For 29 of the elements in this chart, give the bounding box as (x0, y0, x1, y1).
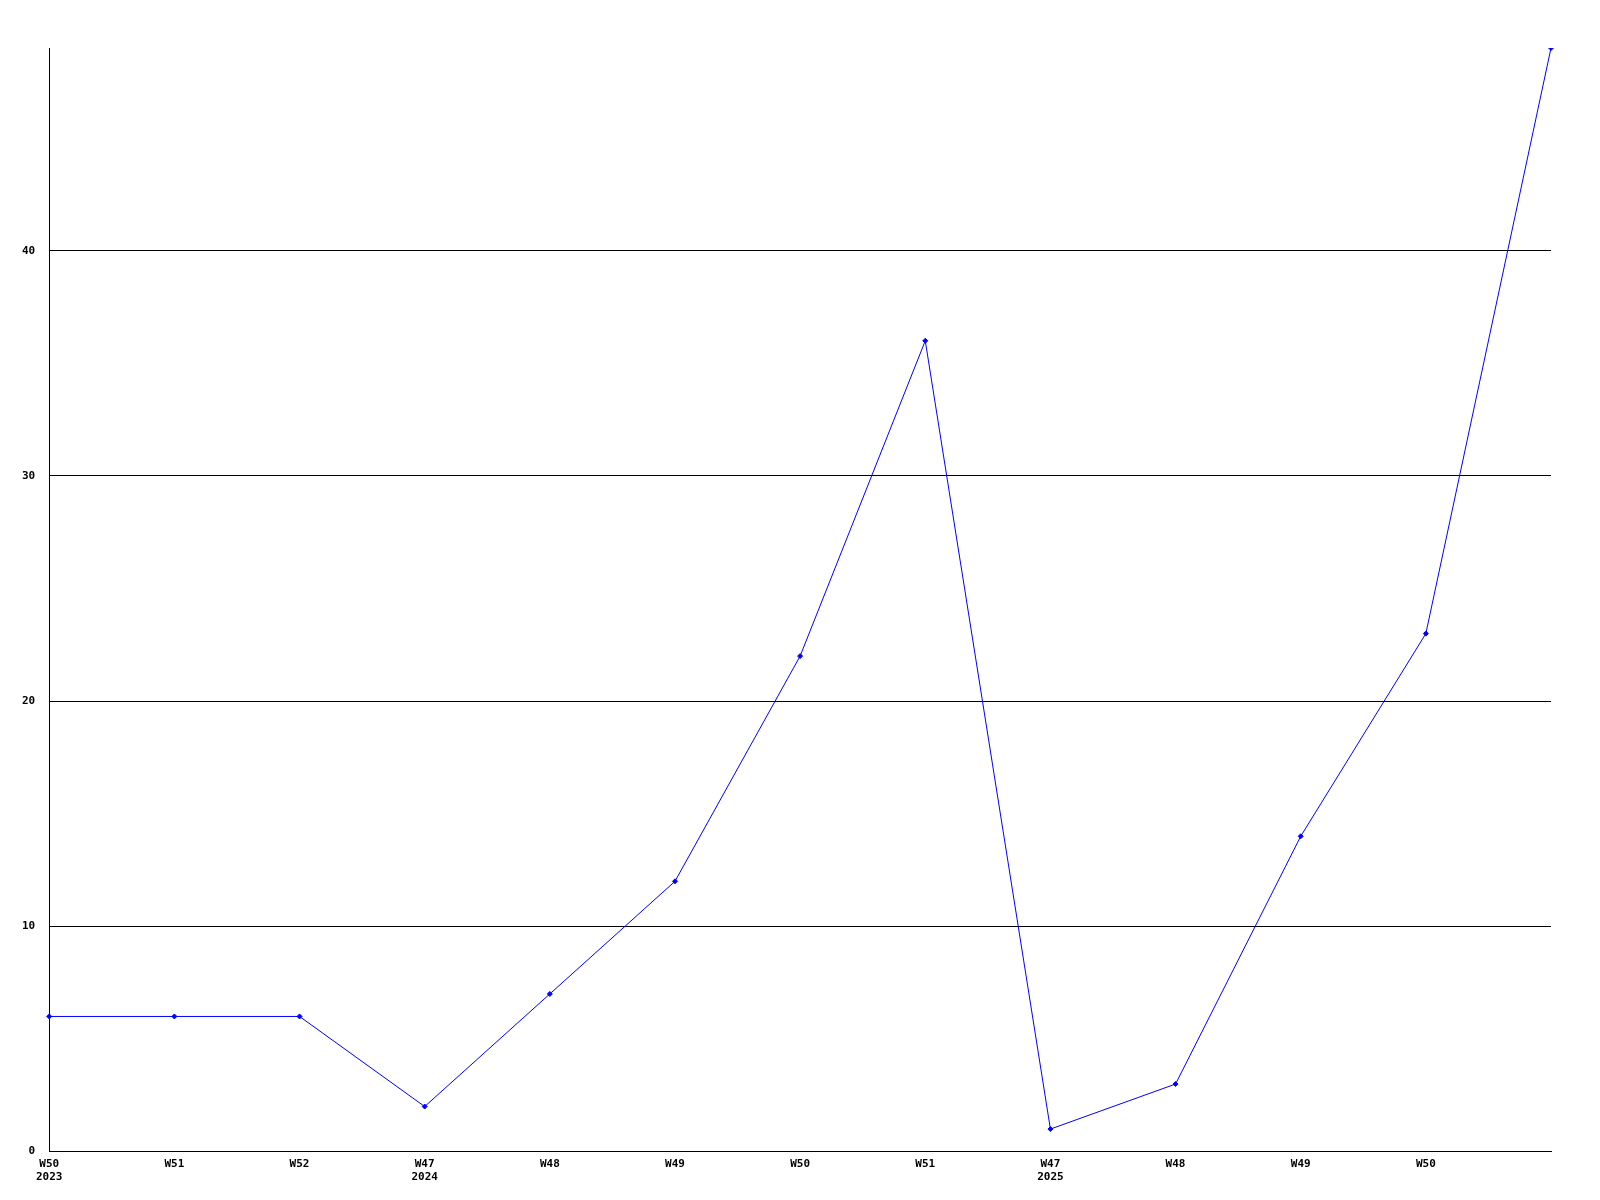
x-tick-label: W50 2023 (36, 1157, 63, 1184)
point (296, 1013, 303, 1020)
point (922, 337, 929, 344)
point (1047, 1126, 1054, 1133)
x-tick-label: W49 (1290, 1157, 1311, 1171)
point (421, 1103, 428, 1110)
x-tick-label: W50 (1415, 1157, 1436, 1171)
x-tick-label: W49 (665, 1157, 685, 1171)
x-tick-label: W48 (539, 1157, 560, 1171)
point (171, 1013, 178, 1020)
x-tick-label: W47 2025 (1037, 1157, 1064, 1184)
x-tick-label: W52 (289, 1157, 310, 1171)
y-tick-label: 20 (22, 694, 36, 708)
x-tick-label: W51 (915, 1157, 936, 1171)
x-tick-label: W47 2024 (411, 1157, 439, 1184)
y-tick-label: 40 (22, 243, 36, 257)
point (797, 653, 804, 660)
point (1422, 630, 1429, 637)
x-tick-label: W50 (790, 1157, 811, 1171)
x-tick-label: W48 (1165, 1157, 1186, 1171)
point (46, 1013, 53, 1020)
x-tick-label: W51 (164, 1157, 185, 1171)
y-tick-label: 0 (28, 1144, 36, 1158)
point (1172, 1081, 1179, 1088)
point (671, 878, 678, 885)
y-tick-label: 30 (22, 468, 36, 482)
y-tick-label: 10 (22, 919, 36, 933)
point (1297, 833, 1304, 840)
point (546, 990, 553, 997)
